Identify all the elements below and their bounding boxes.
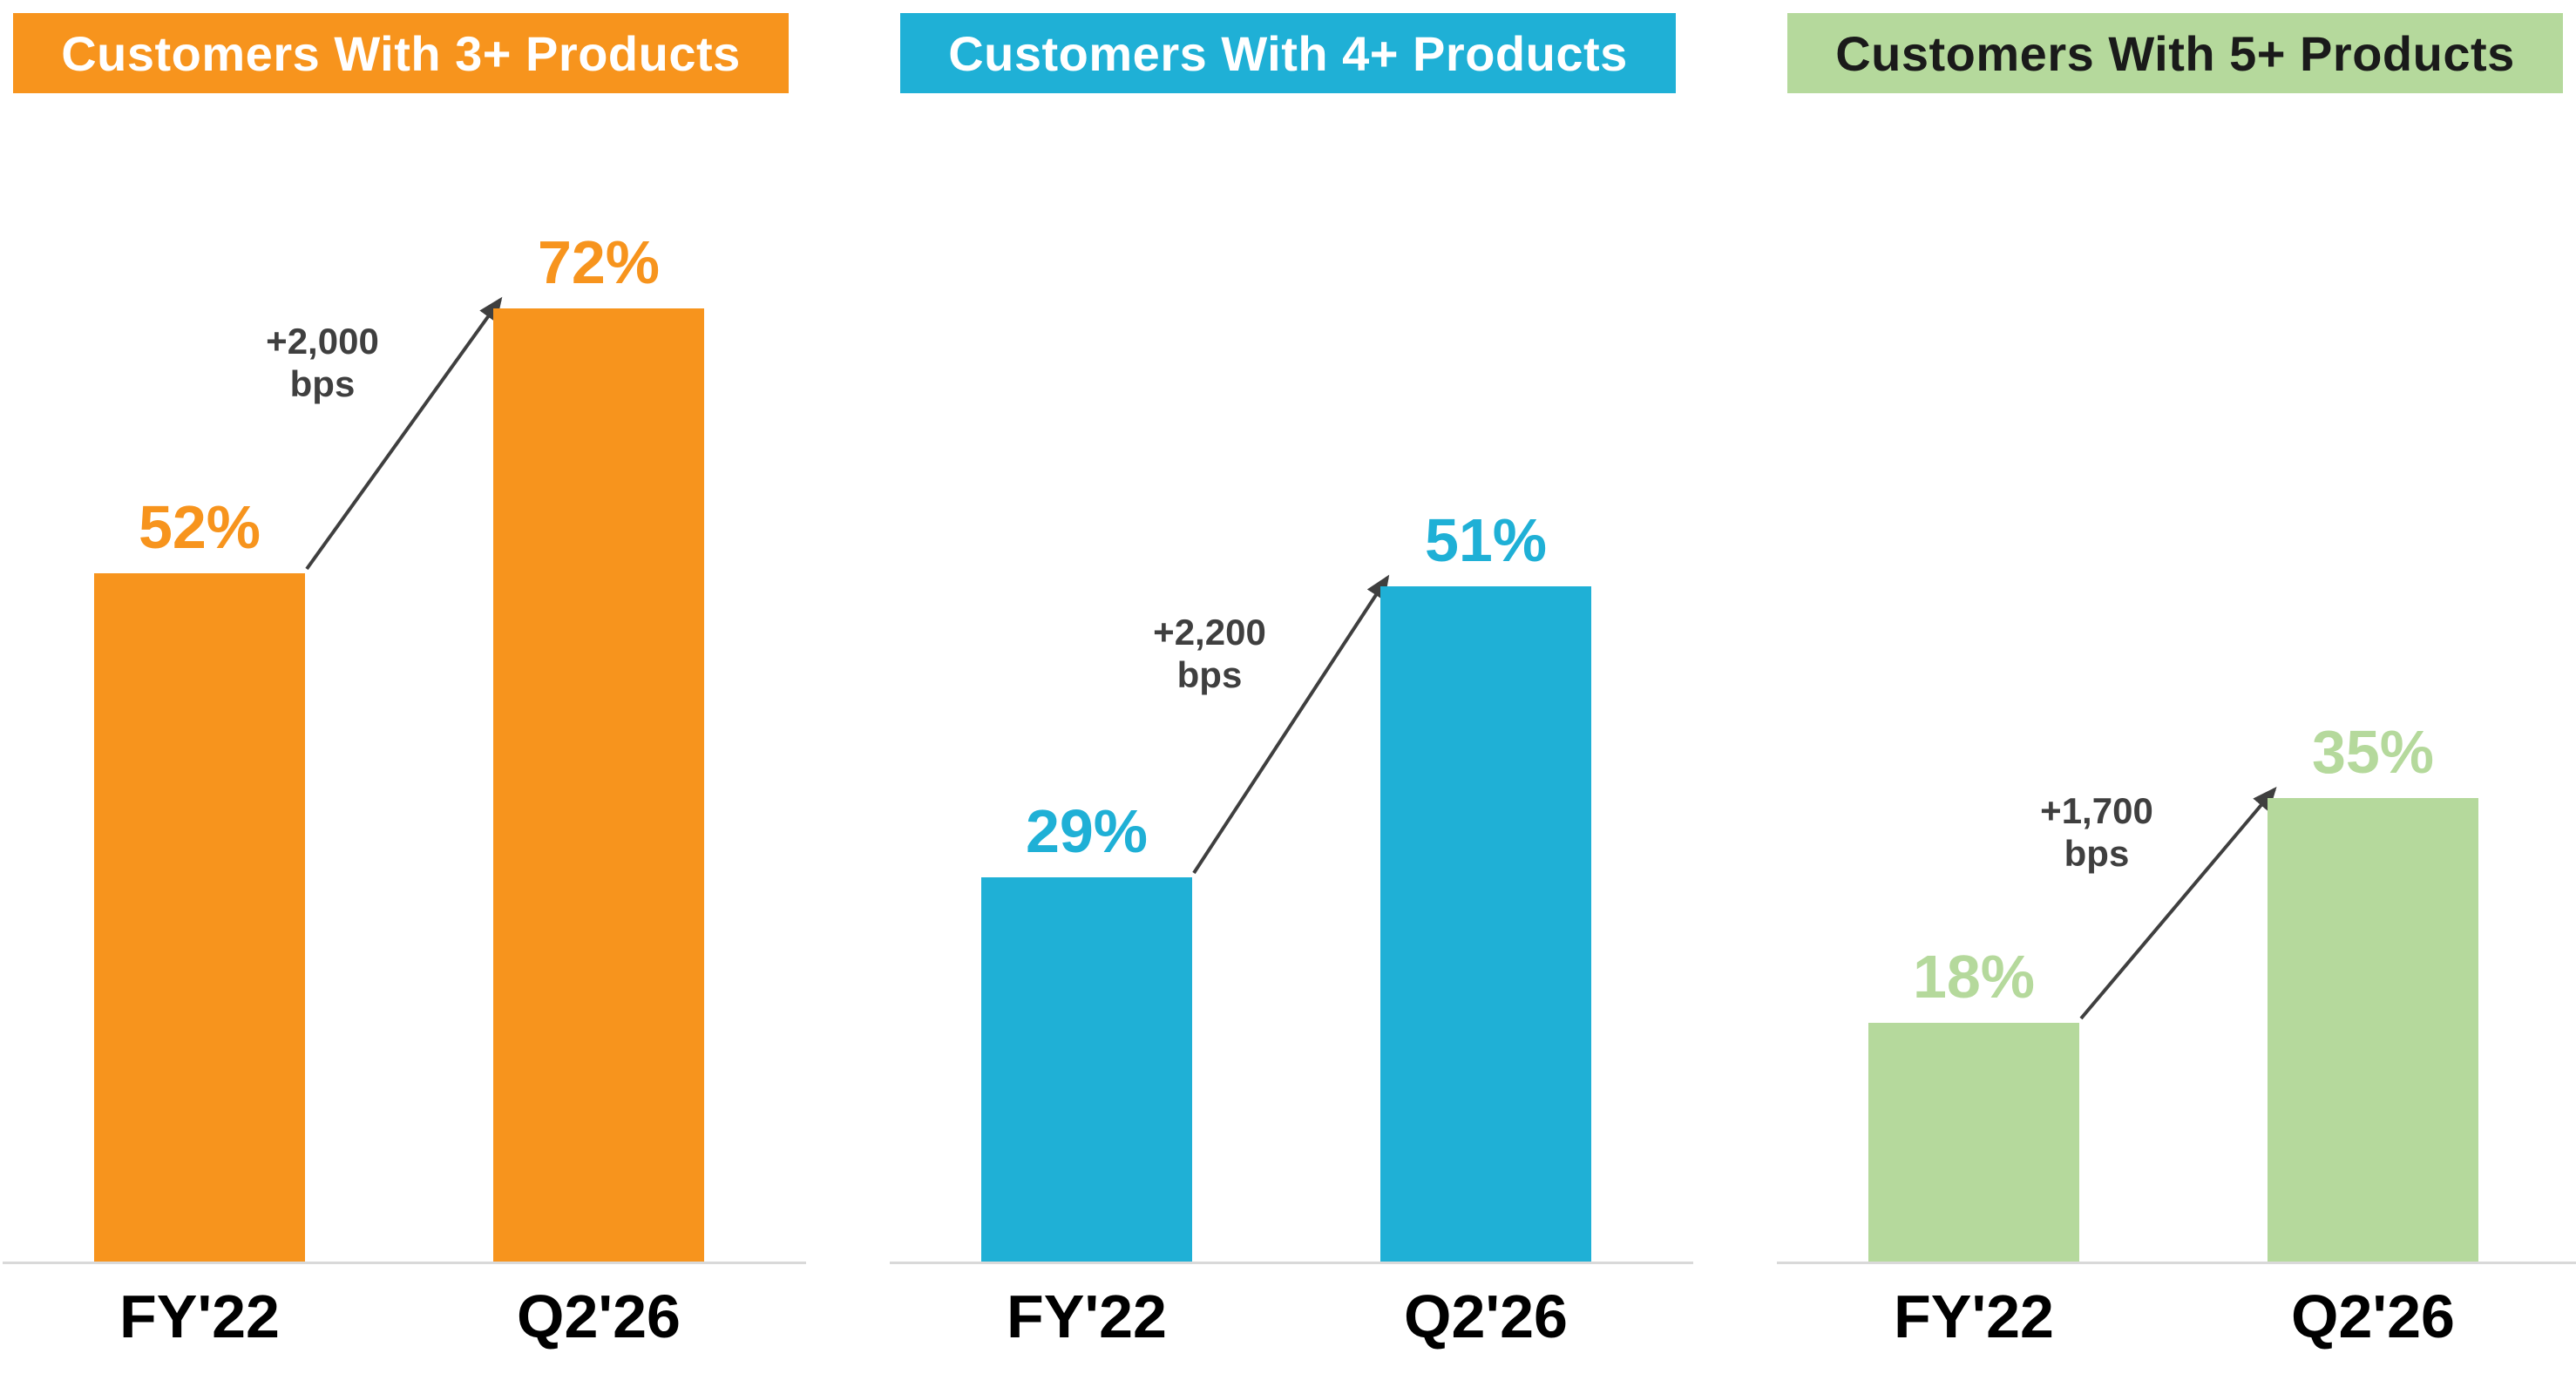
delta-value: +2,200	[1153, 611, 1266, 653]
bar-fy22	[94, 573, 305, 1262]
growth-arrow-icon	[2079, 786, 2277, 1020]
x-tick-fy22: FY'22	[1894, 1282, 2054, 1350]
x-axis-labels: FY'22 Q2'26	[1787, 1282, 2563, 1364]
delta-annotation: +2,200 bps	[1070, 611, 1349, 697]
chart-title: Customers With 4+ Products	[948, 25, 1628, 81]
chart-panel-5plus-products: Customers With 5+ Products 18% 35% +1,70…	[1777, 13, 2576, 1387]
bar-value-label-fy22: 29%	[1025, 797, 1149, 865]
bar-value-label-q226: 51%	[1424, 506, 1548, 574]
delta-unit: bps	[2064, 833, 2130, 875]
x-tick-q226: Q2'26	[517, 1282, 681, 1350]
chart-header-3plus: Customers With 3+ Products	[13, 13, 789, 93]
chart-panel-4plus-products: Customers With 4+ Products 29% 51% +2,20…	[890, 13, 1693, 1387]
bar-q226	[493, 308, 704, 1262]
delta-value: +1,700	[2040, 789, 2153, 831]
x-tick-q226: Q2'26	[2291, 1282, 2455, 1350]
delta-unit: bps	[289, 363, 356, 405]
chart-area-4plus: 29% 51% +2,200 bps	[900, 93, 1676, 1262]
chart-panel-3plus-products: Customers With 3+ Products 52% 72% +2,00…	[3, 13, 806, 1387]
bar-fy22	[981, 877, 1192, 1262]
x-axis-line	[1777, 1262, 2576, 1264]
delta-unit: bps	[1176, 654, 1243, 696]
bar-q226	[2268, 798, 2478, 1262]
growth-arrow-icon	[305, 296, 503, 571]
bar-value-label-fy22: 52%	[138, 493, 261, 561]
x-axis-labels: FY'22 Q2'26	[900, 1282, 1676, 1364]
growth-arrow-icon	[1192, 574, 1390, 875]
chart-area-5plus: 18% 35% +1,700 bps	[1787, 93, 2563, 1262]
chart-title: Customers With 5+ Products	[1835, 25, 2515, 81]
bar-q226	[1380, 586, 1591, 1262]
x-axis-line	[3, 1262, 806, 1264]
chart-area-3plus: 52% 72% +2,000 bps	[13, 93, 789, 1262]
x-tick-fy22: FY'22	[119, 1282, 280, 1350]
delta-value: +2,000	[266, 320, 379, 362]
x-tick-fy22: FY'22	[1007, 1282, 1167, 1350]
chart-title: Customers With 3+ Products	[61, 25, 741, 81]
chart-header-5plus: Customers With 5+ Products	[1787, 13, 2563, 93]
bar-value-label-q226: 72%	[537, 228, 661, 296]
x-axis-line	[890, 1262, 1693, 1264]
bar-value-label-fy22: 18%	[1912, 943, 2036, 1011]
bar-value-label-q226: 35%	[2311, 718, 2435, 786]
bar-fy22	[1868, 1023, 2079, 1262]
chart-header-4plus: Customers With 4+ Products	[900, 13, 1676, 93]
x-axis-labels: FY'22 Q2'26	[13, 1282, 789, 1364]
delta-annotation: +2,000 bps	[183, 320, 462, 406]
delta-annotation: +1,700 bps	[1957, 789, 2236, 876]
x-tick-q226: Q2'26	[1404, 1282, 1568, 1350]
